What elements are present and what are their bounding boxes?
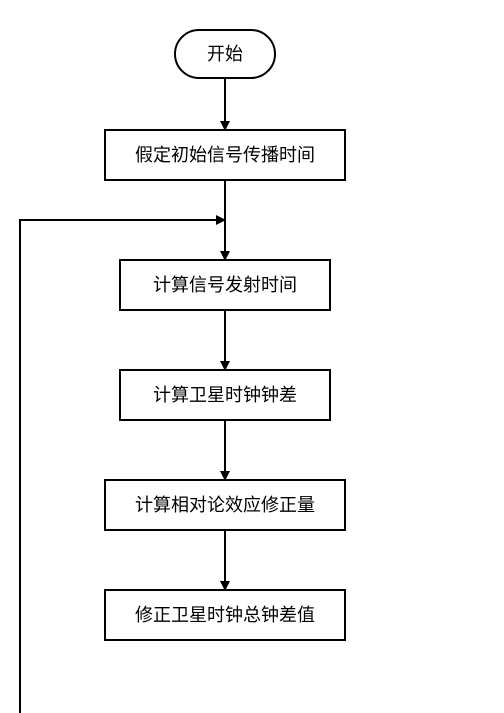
process-b1-label: 假定初始信号传播时间 bbox=[135, 145, 315, 165]
process-b1: 假定初始信号传播时间 bbox=[105, 130, 345, 180]
flowchart-canvas: 开始假定初始信号传播时间计算信号发射时间计算卫星时钟钟差计算相对论效应修正量修正… bbox=[0, 0, 504, 713]
process-b5: 修正卫星时钟总钟差值 bbox=[105, 590, 345, 640]
process-b4: 计算相对论效应修正量 bbox=[105, 480, 345, 530]
process-b2: 计算信号发射时间 bbox=[120, 260, 330, 310]
process-b5-label: 修正卫星时钟总钟差值 bbox=[135, 605, 315, 625]
process-b2-label: 计算信号发射时间 bbox=[153, 275, 297, 295]
process-b3: 计算卫星时钟钟差 bbox=[120, 370, 330, 420]
process-b3-label: 计算卫星时钟钟差 bbox=[153, 385, 297, 405]
terminator-start-label: 开始 bbox=[207, 44, 243, 64]
process-b4-label: 计算相对论效应修正量 bbox=[135, 495, 315, 515]
terminator-start: 开始 bbox=[175, 30, 275, 78]
